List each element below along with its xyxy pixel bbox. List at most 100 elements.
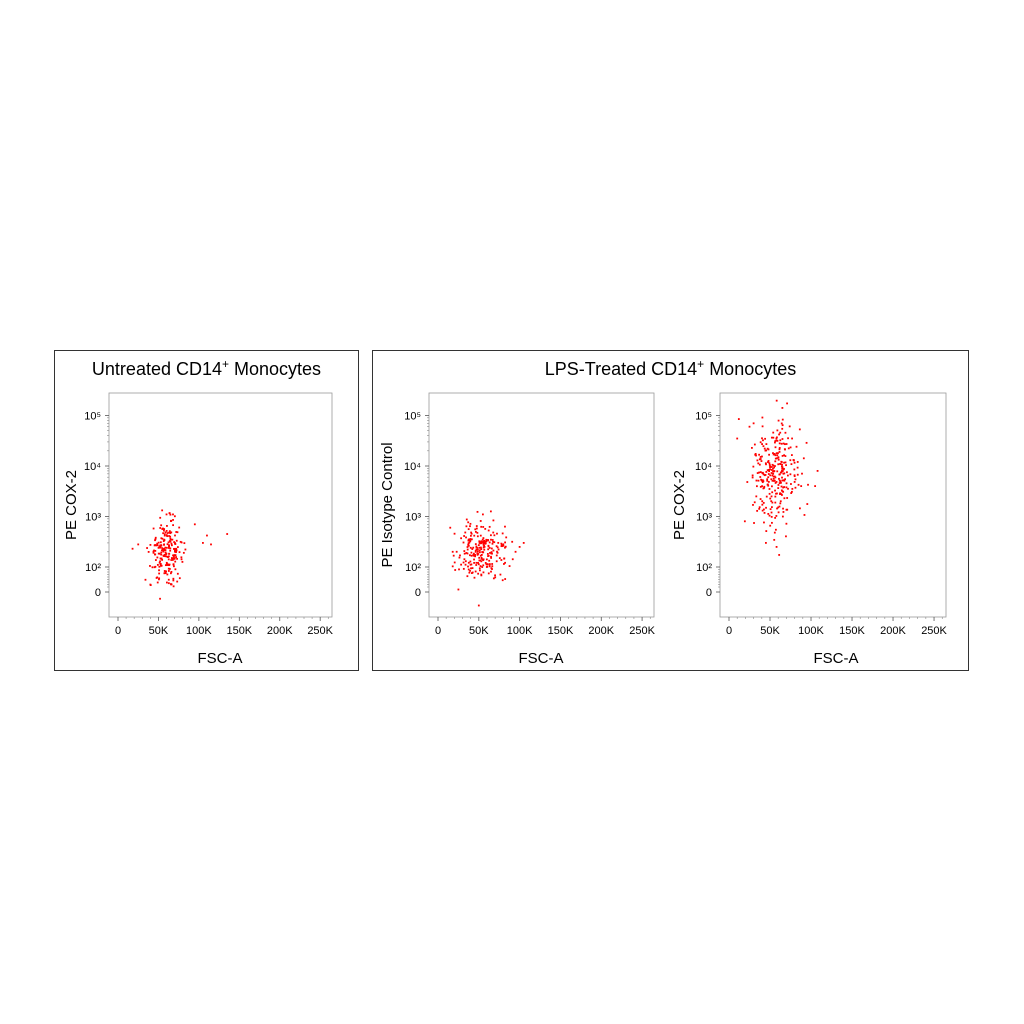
y-axis: 0 10² 10³ 10⁴ 10⁵ <box>695 411 720 599</box>
scatter-plot-lps-isotype: 0 50K 100K 150K 200K 250K 0 10² 10³ 10⁴ 10⁵ FSC-A… <box>379 392 656 667</box>
data-point <box>776 470 779 473</box>
data-point <box>451 565 454 568</box>
data-point <box>157 541 160 544</box>
data-point <box>168 535 170 537</box>
data-point <box>480 546 482 549</box>
data-point <box>474 543 477 545</box>
data-point <box>754 453 757 456</box>
data-point <box>743 520 746 523</box>
data-point <box>768 462 771 465</box>
data-point <box>466 546 469 548</box>
data-point <box>482 564 485 567</box>
data-point <box>503 563 505 565</box>
data-point <box>486 553 489 555</box>
data-point <box>482 537 485 539</box>
x-tick-label: 150K <box>839 625 865 637</box>
data-point <box>764 462 767 465</box>
y-tick-label: 10³ <box>85 512 101 524</box>
data-point <box>758 506 761 509</box>
data-point <box>163 528 166 530</box>
data-point <box>781 476 783 479</box>
data-point <box>807 483 809 486</box>
data-point <box>163 572 166 575</box>
data-point <box>760 460 763 462</box>
data-point <box>158 552 161 555</box>
data-point <box>770 466 773 468</box>
data-point <box>763 486 766 489</box>
data-point <box>765 506 767 509</box>
data-point <box>181 560 184 563</box>
data-point <box>774 446 777 449</box>
data-point <box>467 538 470 541</box>
data-point <box>766 469 769 472</box>
x-tick-label: 250K <box>629 625 655 637</box>
data-point <box>163 533 166 536</box>
data-point <box>146 547 148 549</box>
data-point <box>492 549 495 552</box>
data-point <box>772 436 775 439</box>
data-point <box>475 525 478 527</box>
data-point <box>781 467 784 470</box>
data-point <box>467 544 470 547</box>
data-point <box>752 465 755 468</box>
data-point <box>162 529 165 532</box>
data-point <box>752 504 754 506</box>
data-point <box>490 557 493 559</box>
data-points <box>736 399 819 556</box>
data-point <box>465 552 468 554</box>
data-point <box>769 524 772 527</box>
data-point <box>159 527 162 529</box>
data-point <box>789 446 792 449</box>
data-point <box>777 456 780 459</box>
data-point <box>769 465 771 468</box>
y-axis-label: PE COX-2 <box>671 470 688 540</box>
data-point <box>791 487 794 490</box>
data-point <box>468 541 471 544</box>
data-point <box>173 557 176 560</box>
data-point <box>174 560 177 563</box>
data-point <box>154 536 157 539</box>
data-point <box>772 431 775 434</box>
data-point <box>482 546 485 549</box>
y-tick-label: 10² <box>696 562 712 574</box>
data-point <box>769 474 772 477</box>
data-point <box>170 542 173 545</box>
data-point <box>514 550 517 553</box>
data-point <box>170 557 173 559</box>
data-point <box>481 513 484 516</box>
data-point <box>473 552 475 555</box>
data-point <box>476 548 479 551</box>
data-point <box>780 493 783 496</box>
data-point <box>483 539 486 542</box>
data-point <box>501 532 504 535</box>
data-point <box>476 552 479 555</box>
data-point <box>481 538 484 541</box>
data-point <box>467 528 470 531</box>
data-point <box>781 418 784 421</box>
data-point <box>777 511 780 514</box>
data-point <box>771 506 773 509</box>
data-point <box>785 482 788 485</box>
data-point <box>784 461 787 464</box>
data-point <box>465 525 468 528</box>
data-point <box>777 463 780 466</box>
x-tick-label: 150K <box>226 625 252 637</box>
data-point <box>156 563 159 566</box>
data-point <box>803 514 806 516</box>
data-point <box>761 443 763 445</box>
data-point <box>767 461 769 463</box>
data-point <box>494 574 496 577</box>
data-point <box>502 543 505 546</box>
data-point <box>478 546 481 549</box>
data-point <box>475 548 478 551</box>
data-point <box>178 577 181 580</box>
data-point <box>479 520 482 522</box>
data-point <box>474 553 476 556</box>
data-point <box>475 545 478 548</box>
data-point <box>488 547 491 549</box>
data-point <box>776 429 779 432</box>
data-point <box>168 547 170 549</box>
data-point <box>785 522 788 525</box>
data-point <box>173 548 175 550</box>
data-point <box>765 495 768 498</box>
